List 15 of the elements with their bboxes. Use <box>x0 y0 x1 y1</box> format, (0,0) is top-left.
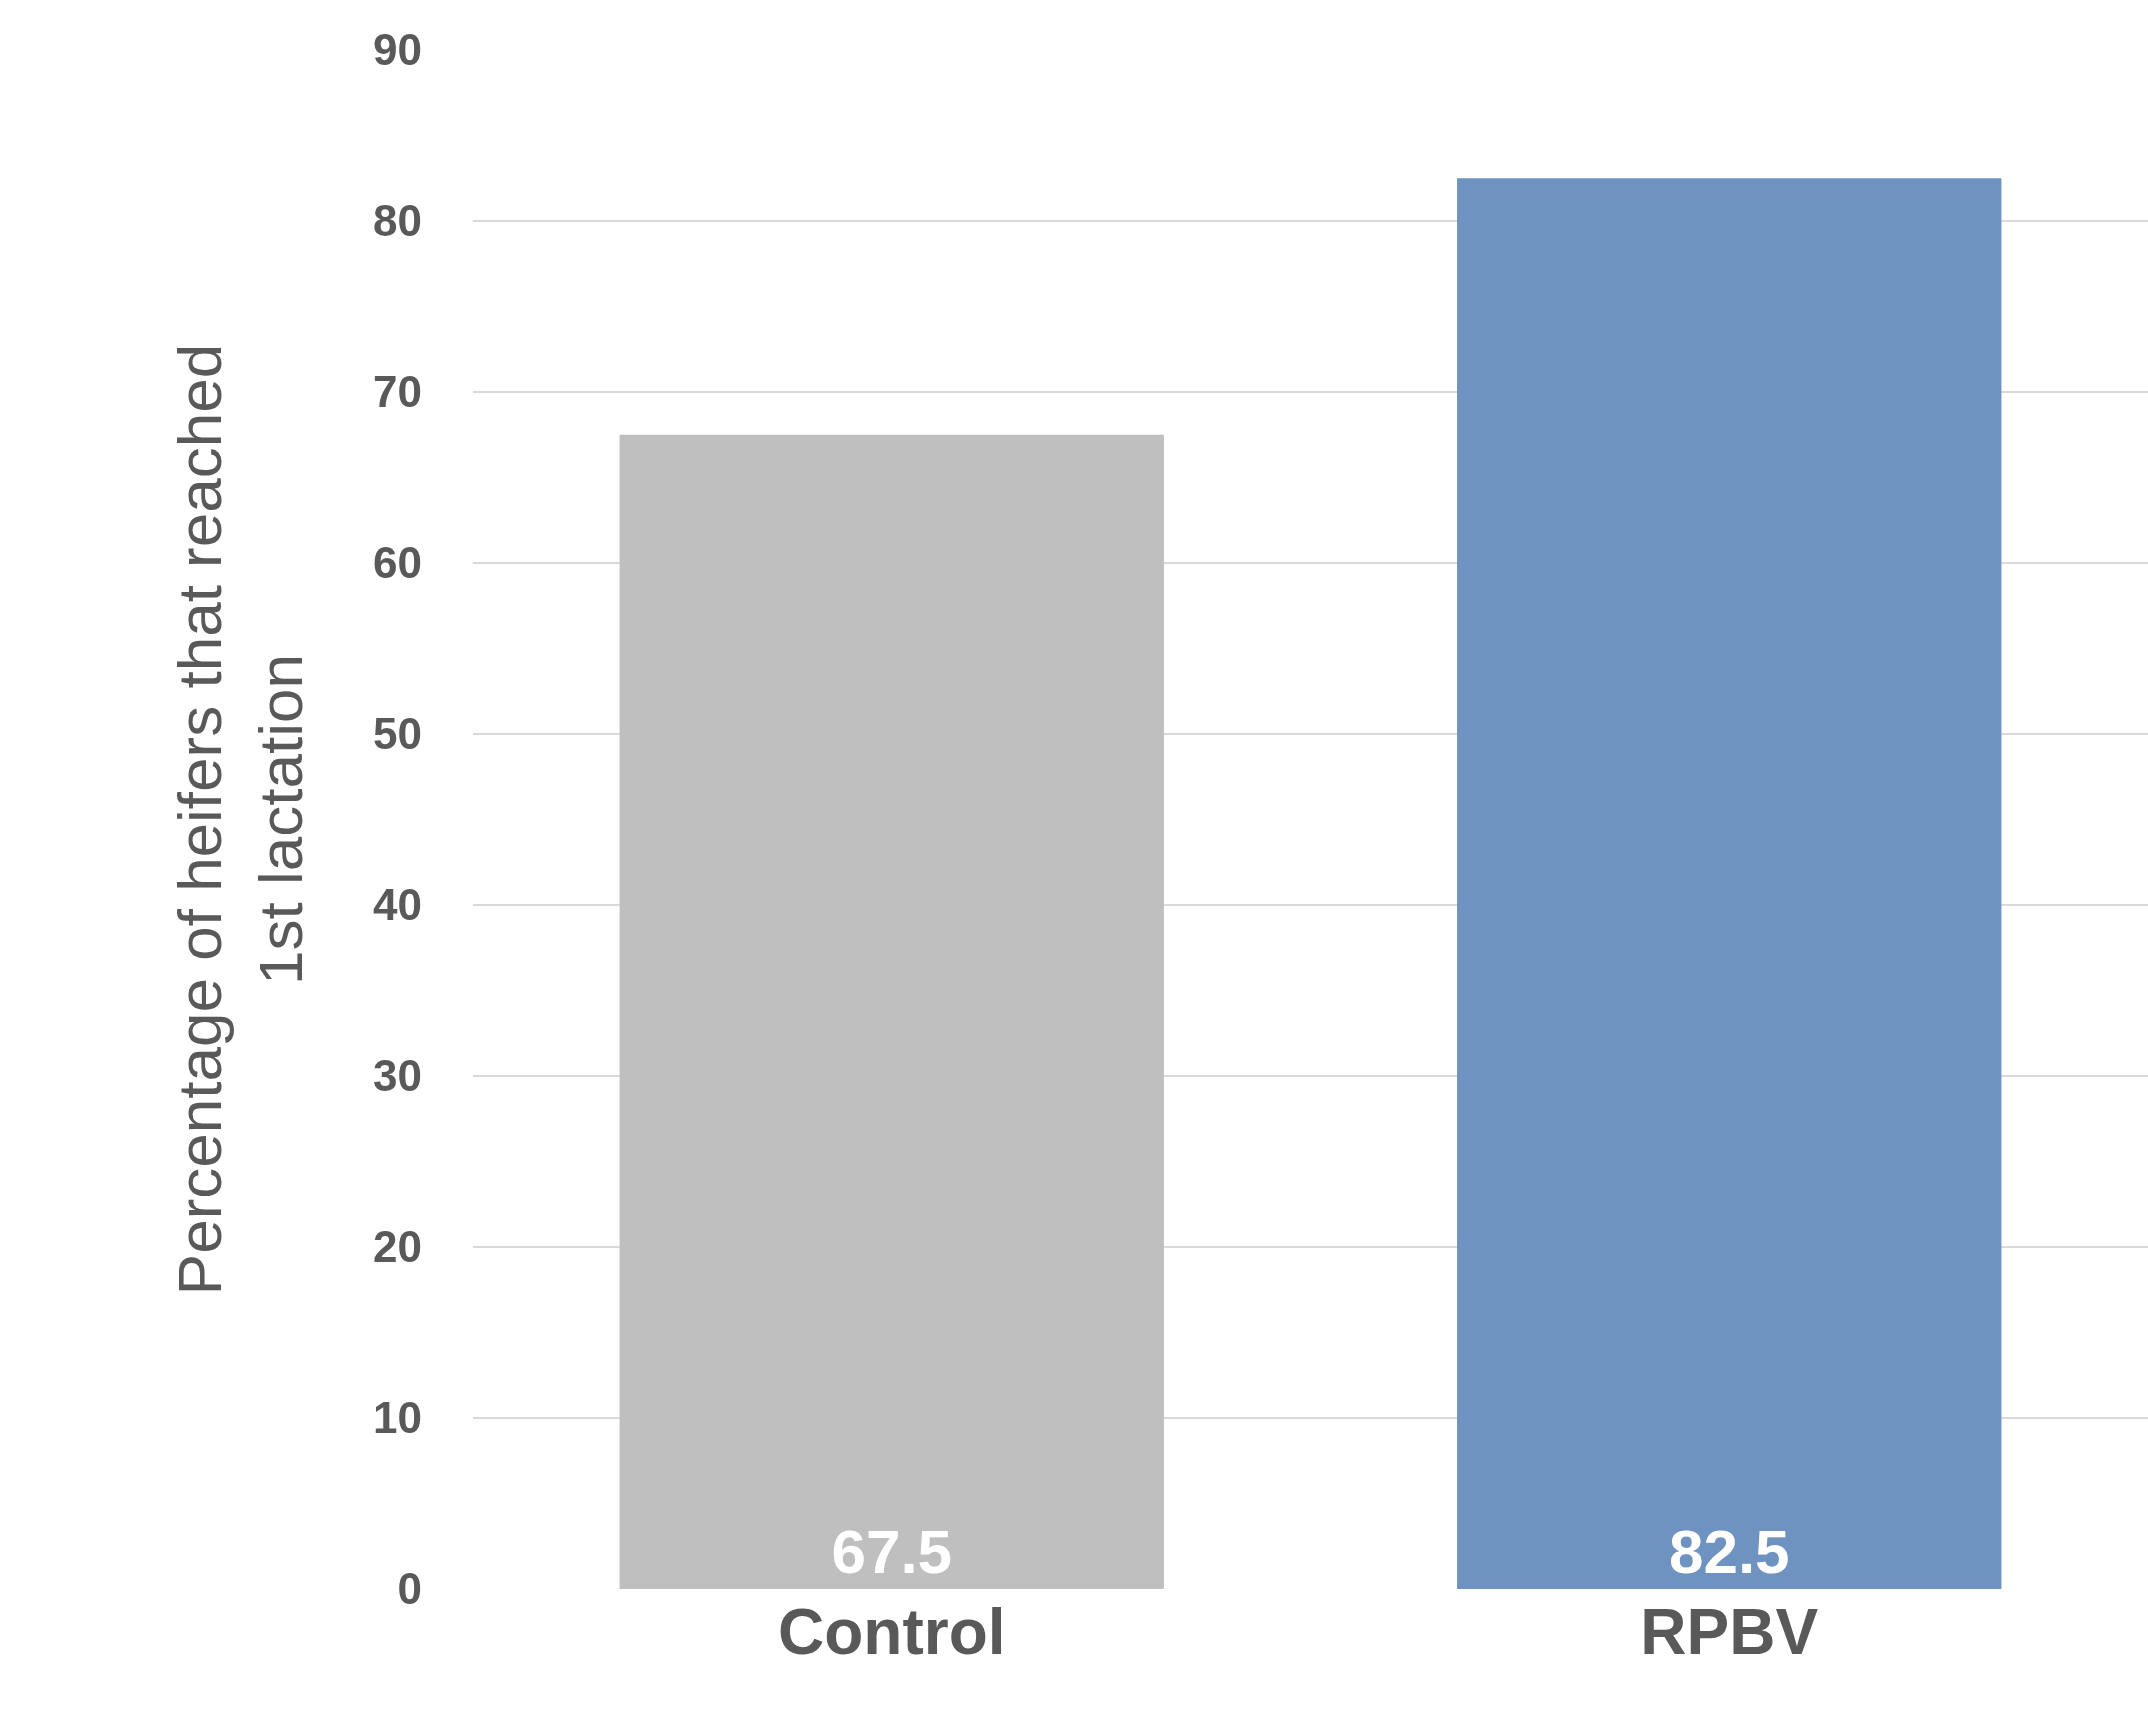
x-tick-label: RPBV <box>1640 1596 1819 1668</box>
y-tick-label: 50 <box>373 709 422 759</box>
y-tick-label: 0 <box>397 1564 422 1614</box>
y-tick-label: 80 <box>373 196 422 246</box>
y-axis-title: Percentage of heifers that reached 1st lactation <box>165 343 315 1296</box>
y-tick-label: 20 <box>373 1222 422 1272</box>
data-label: 67.5 <box>831 1517 953 1586</box>
y-tick-label: 70 <box>373 367 422 417</box>
y-tick-label: 30 <box>373 1051 422 1101</box>
x-tick-label: Control <box>778 1596 1006 1668</box>
y-tick-label: 40 <box>373 880 422 930</box>
y-tick-label: 60 <box>373 538 422 588</box>
y-tick-label: 90 <box>373 25 422 75</box>
y-tick-label: 10 <box>373 1393 422 1443</box>
data-label: 82.5 <box>1668 1517 1790 1586</box>
